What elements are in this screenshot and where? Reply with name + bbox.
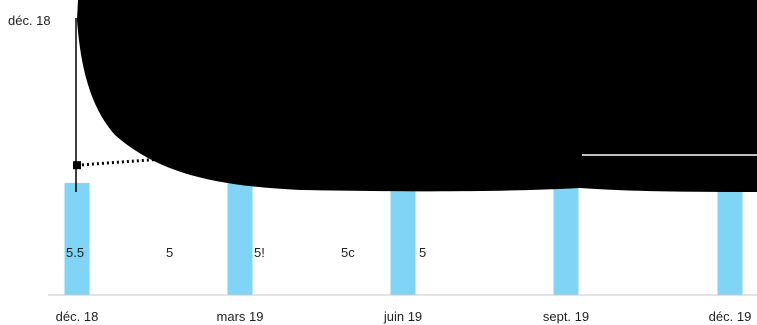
- y-axis-top-label: déc. 18: [8, 13, 51, 28]
- x-tick-label-4: déc. 19: [709, 309, 752, 324]
- value-label-1: 5: [166, 245, 173, 260]
- value-label-0: 5.5: [66, 245, 84, 260]
- x-tick-label-2: juin 19: [383, 309, 422, 324]
- value-label-2: 5!: [254, 245, 265, 260]
- bar-0: [64, 182, 90, 295]
- dotted-line: [76, 151, 241, 167]
- line-series: [73, 149, 244, 170]
- occluding-shape: [77, 0, 757, 192]
- bar-1: [227, 168, 253, 295]
- x-tick-label-3: sept. 19: [543, 309, 589, 324]
- x-tick-label-1: mars 19: [217, 309, 264, 324]
- line-point-1: [236, 149, 244, 158]
- value-label-3: 5c: [341, 245, 355, 260]
- x-tick-label-0: déc. 18: [56, 309, 99, 324]
- line-point-0: [73, 161, 81, 170]
- x-axis-ticks: déc. 18 mars 19 juin 19 sept. 19 déc. 19: [56, 309, 752, 324]
- value-label-4: 5: [419, 245, 426, 260]
- value-labels: 5.5 5 5! 5c 5: [66, 245, 426, 260]
